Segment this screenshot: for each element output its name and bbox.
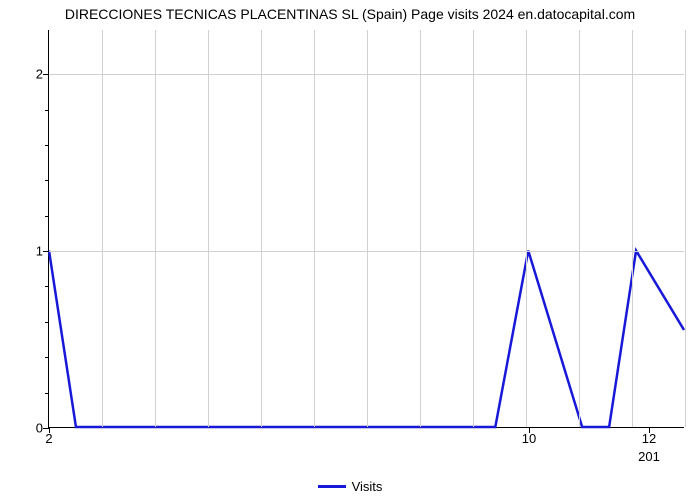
gridline-vertical bbox=[155, 30, 156, 427]
chart-container: DIRECCIONES TECNICAS PLACENTINAS SL (Spa… bbox=[0, 0, 700, 500]
gridline-vertical bbox=[685, 30, 686, 427]
gridline-horizontal bbox=[49, 74, 684, 75]
x-tick bbox=[49, 427, 50, 433]
gridline-vertical bbox=[102, 30, 103, 427]
y-tick bbox=[43, 251, 49, 252]
y-minor-tick bbox=[45, 357, 49, 358]
gridline-vertical bbox=[632, 30, 633, 427]
gridline-vertical bbox=[420, 30, 421, 427]
gridline-vertical bbox=[367, 30, 368, 427]
y-minor-tick bbox=[45, 393, 49, 394]
gridline-vertical bbox=[261, 30, 262, 427]
gridline-horizontal bbox=[49, 251, 684, 252]
legend-item-visits: Visits bbox=[318, 479, 383, 494]
legend: Visits bbox=[0, 475, 700, 494]
y-minor-tick bbox=[45, 322, 49, 323]
chart-title: DIRECCIONES TECNICAS PLACENTINAS SL (Spa… bbox=[0, 6, 700, 22]
gridline-vertical bbox=[526, 30, 527, 427]
legend-swatch-icon bbox=[318, 485, 346, 488]
gridline-vertical bbox=[208, 30, 209, 427]
x-secondary-label: 201 bbox=[638, 427, 660, 464]
gridline-vertical bbox=[314, 30, 315, 427]
y-minor-tick bbox=[45, 216, 49, 217]
legend-label: Visits bbox=[352, 479, 383, 494]
y-tick bbox=[43, 74, 49, 75]
y-minor-tick bbox=[45, 145, 49, 146]
x-tick bbox=[529, 427, 530, 433]
y-minor-tick bbox=[45, 110, 49, 111]
gridline-vertical bbox=[473, 30, 474, 427]
y-minor-tick bbox=[45, 180, 49, 181]
plot-area: 01221012201 bbox=[48, 30, 684, 428]
y-minor-tick bbox=[45, 286, 49, 287]
gridline-vertical bbox=[579, 30, 580, 427]
